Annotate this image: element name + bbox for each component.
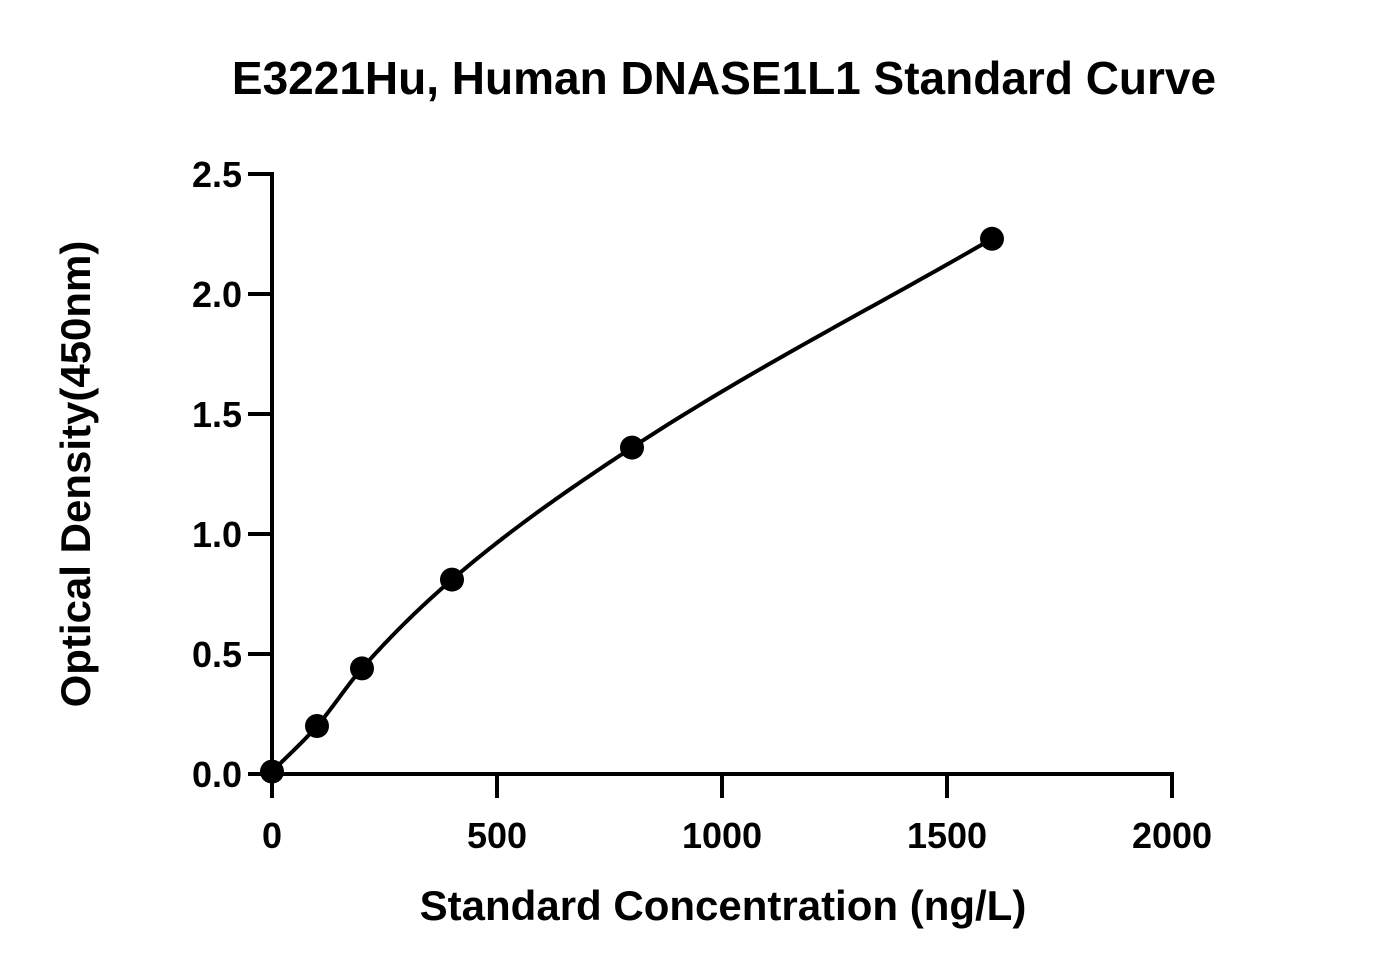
y-tick-label: 0.5 xyxy=(192,634,242,675)
y-axis-label: Optical Density(450nm) xyxy=(52,241,99,708)
x-axis-label: Standard Concentration (ng/L) xyxy=(420,882,1027,929)
x-tick-label: 0 xyxy=(262,815,282,856)
data-point xyxy=(620,435,644,460)
y-tick-label: 1.0 xyxy=(192,514,242,555)
y-tick-label: 2.5 xyxy=(192,154,242,195)
x-tick-label: 2000 xyxy=(1132,815,1212,856)
x-axis: 0 500 1000 1500 2000 xyxy=(262,772,1212,856)
x-tick-label: 1500 xyxy=(907,815,987,856)
fit-curve xyxy=(270,237,994,774)
x-tick-label: 500 xyxy=(467,815,527,856)
data-point xyxy=(350,656,374,681)
y-tick-label: 0.0 xyxy=(192,754,242,795)
chart-title: E3221Hu, Human DNASE1L1 Standard Curve xyxy=(232,52,1216,104)
data-point xyxy=(440,567,464,592)
y-tick-label: 1.5 xyxy=(192,394,242,435)
data-point xyxy=(305,714,329,738)
y-tick-label: 2.0 xyxy=(192,274,242,315)
data-point xyxy=(980,226,1004,251)
y-axis: 0.0 0.5 1.0 1.5 2.0 2.5 xyxy=(192,154,274,795)
plot-area xyxy=(260,226,1004,784)
x-tick-label: 1000 xyxy=(682,815,762,856)
